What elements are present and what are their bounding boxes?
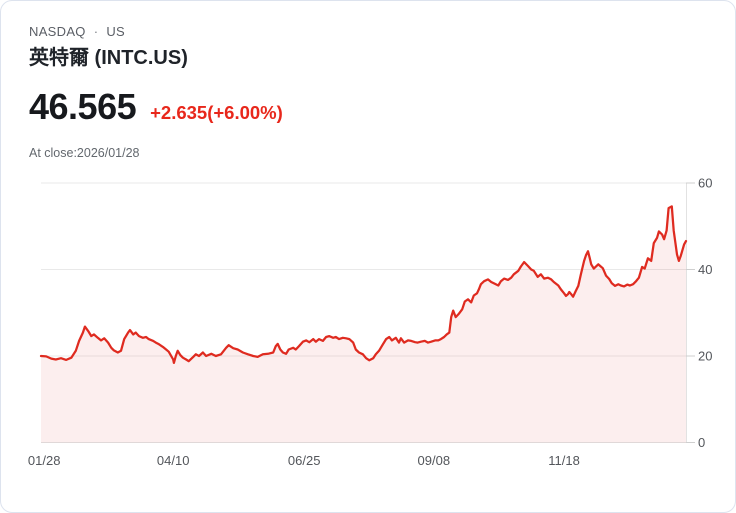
x-axis-labels: 01/28 04/10 06/25 09/08 11/18 [28,453,580,468]
x-label-4: 11/18 [548,453,580,468]
area-fill [41,206,686,443]
exchange-label: NASDAQ [29,24,86,39]
exchange-row: NASDAQ · US [29,24,707,40]
area-path [41,206,686,443]
grid-lines [41,182,686,443]
price-change: +2.635(+6.00%) [150,102,283,123]
stock-name: 英特爾 (INTC.US) [29,47,188,69]
y-label-60: 60 [698,176,712,191]
last-price: 46.565 [29,86,137,127]
y-label-40: 40 [698,262,712,277]
price-line [39,205,688,365]
y-axis-labels: 0 20 40 60 [698,176,712,451]
x-label-0: 01/28 [28,453,61,468]
x-label-1: 04/10 [157,453,190,468]
x-label-2: 06/25 [288,453,321,468]
line-path [39,205,688,365]
y-label-20: 20 [698,349,712,364]
separator-dot: · [93,24,99,39]
y-label-0: 0 [698,435,705,450]
y-axis [686,182,695,443]
price-chart[interactable]: 0 20 40 60 01/28 04/10 06/25 09/08 11/18 [1,171,736,501]
x-label-3: 09/08 [418,453,451,468]
close-time-label: At close:2026/01/28 [29,146,140,160]
price-row: 46.565 +2.635(+6.00%) [29,87,707,133]
quote-header: NASDAQ · US 英特爾 (INTC.US) 46.565 +2.635(… [1,1,735,161]
market-label: US [106,24,126,39]
